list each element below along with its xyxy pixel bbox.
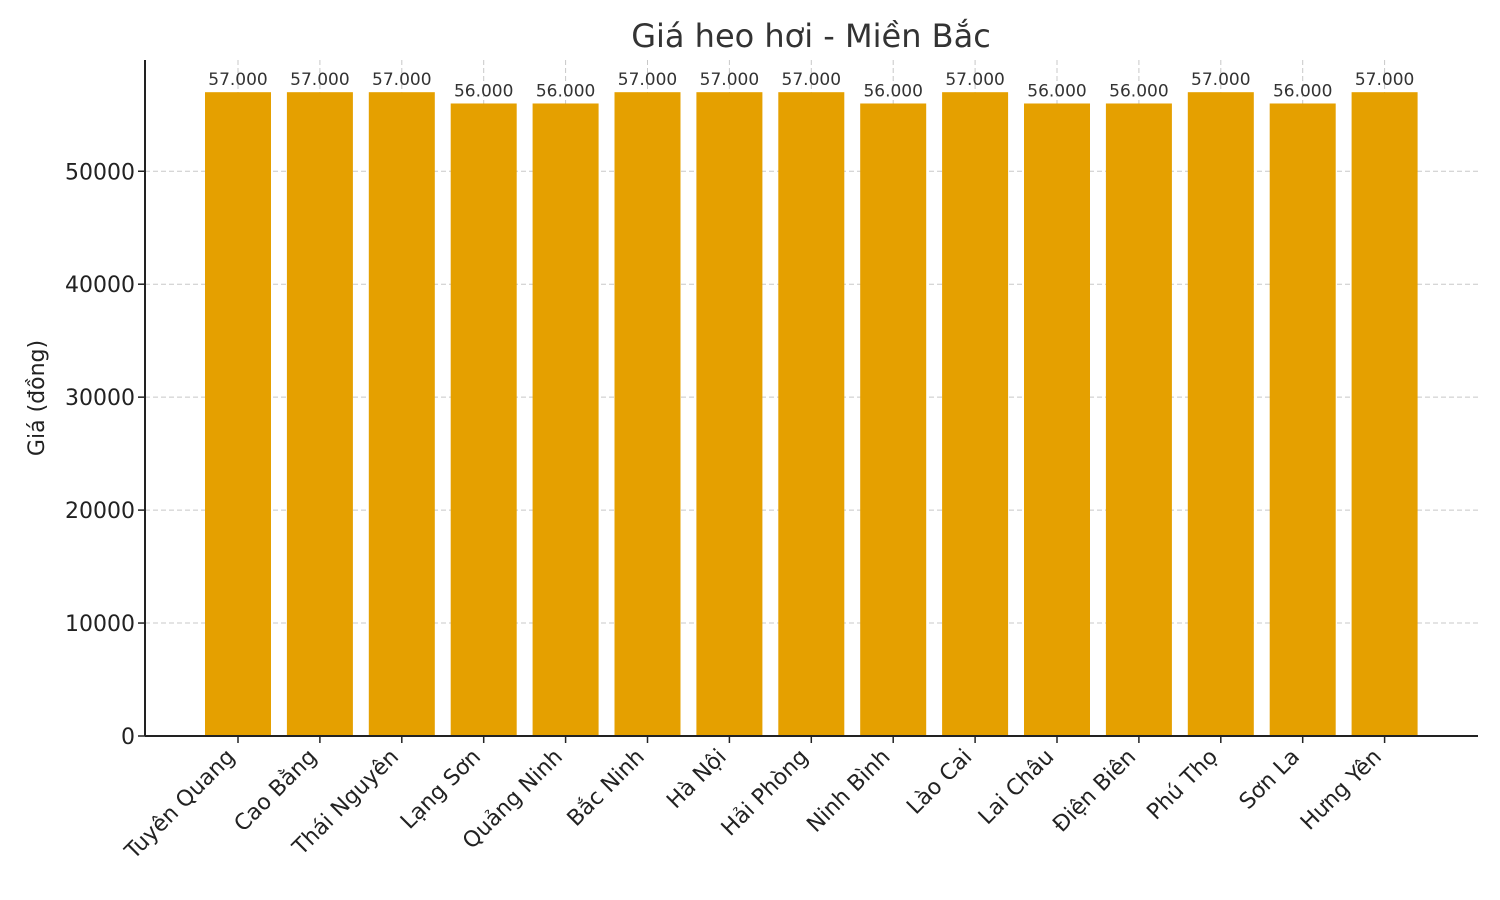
bar: [942, 92, 1009, 736]
x-tick-label: Ninh Bình: [802, 745, 895, 838]
data-label: 56.000: [454, 81, 513, 101]
data-label: 57.000: [1355, 70, 1414, 90]
bar: [1187, 92, 1254, 736]
bar: [614, 92, 681, 736]
y-tick-label: 30000: [65, 386, 135, 411]
bar: [286, 92, 353, 736]
data-labels: 57.000 57.000 57.000 56.000 56.000 57.000 57.0…: [208, 70, 1414, 101]
bar: [778, 92, 845, 736]
bar: [1105, 103, 1172, 737]
data-label: 56.000: [863, 81, 922, 101]
bars: [205, 92, 1418, 737]
data-label: 57.000: [372, 70, 431, 90]
x-tick-label: Tuyên Quang: [120, 745, 240, 865]
y-tick-label: 50000: [65, 160, 135, 185]
data-label: 56.000: [536, 81, 595, 101]
x-tick-label: Bắc Ninh: [563, 745, 650, 832]
data-label: 57.000: [1191, 70, 1250, 90]
data-label: 57.000: [618, 70, 677, 90]
bar: [532, 103, 599, 737]
bar: [205, 92, 271, 736]
data-label: 57.000: [290, 70, 349, 90]
data-label: 57.000: [700, 70, 759, 90]
axes: [138, 60, 1478, 743]
bar: [1024, 103, 1090, 737]
data-label: 57.000: [945, 70, 1004, 90]
data-label: 57.000: [208, 70, 267, 90]
bar: [368, 92, 435, 736]
x-tick-label: Hải Phòng: [717, 745, 814, 842]
bar: [1269, 103, 1336, 737]
y-tick-label: 10000: [65, 612, 135, 637]
x-tick-label: Sơn La: [1235, 745, 1305, 815]
x-tick-label: Hưng Yên: [1296, 745, 1387, 836]
bar: [1351, 92, 1418, 736]
chart-title: Giá heo hơi - Miền Bắc: [631, 17, 991, 55]
bar: [860, 103, 927, 737]
y-tick-label: 20000: [65, 499, 135, 524]
data-label: 56.000: [1027, 81, 1086, 101]
x-tick-label: Lai Châu: [974, 745, 1059, 830]
x-tick-label: Điện Biên: [1048, 745, 1141, 838]
y-tick-labels: 0 10000 20000 30000 40000 50000: [65, 160, 135, 750]
data-label: 56.000: [1273, 81, 1332, 101]
x-tick-label: Hà Nội: [662, 745, 731, 814]
x-tick-label: Lào Cai: [902, 745, 977, 820]
data-label: 56.000: [1109, 81, 1168, 101]
y-tick-label: 40000: [65, 273, 135, 298]
y-axis-label: Giá (đồng): [25, 340, 50, 456]
y-tick-label: 0: [121, 725, 135, 750]
bar: [696, 92, 763, 736]
x-tick-label: Phú Thọ: [1142, 745, 1223, 826]
bar: [450, 103, 517, 737]
data-label: 57.000: [782, 70, 841, 90]
